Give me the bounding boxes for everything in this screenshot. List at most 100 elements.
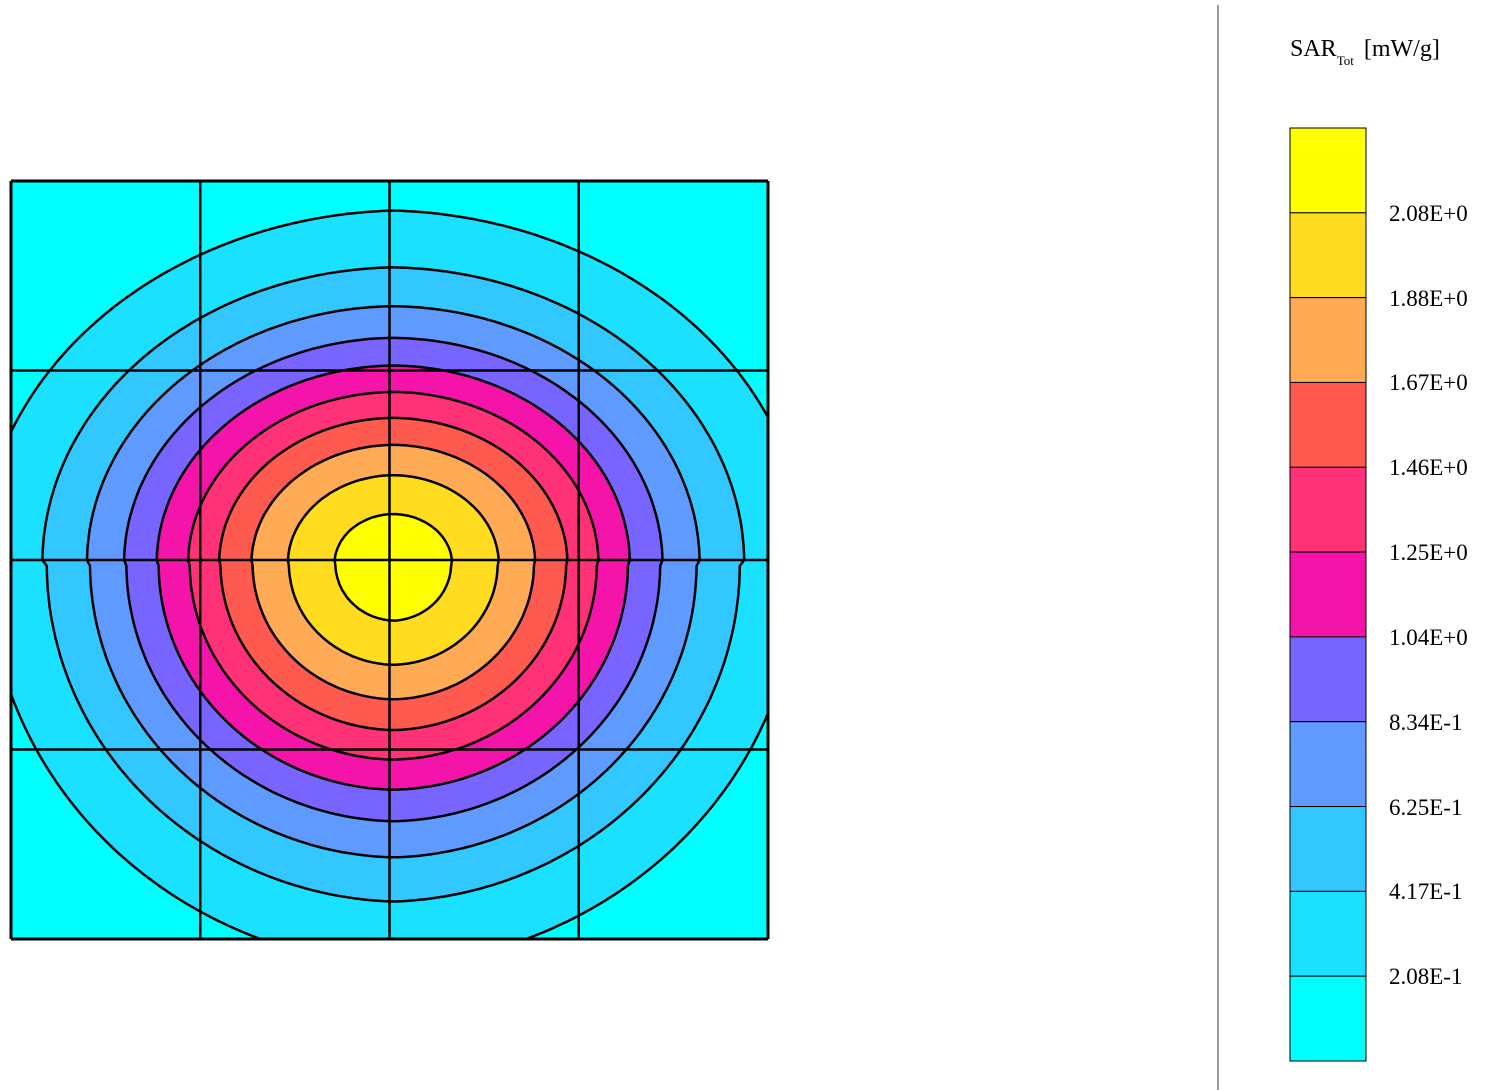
contour-cell <box>68 348 72 452</box>
contour-cell <box>155 401 159 458</box>
contour-cell <box>275 758 279 795</box>
contour-cell <box>512 394 516 426</box>
contour-cell <box>410 268 414 308</box>
contour-cell <box>164 697 168 756</box>
contour-cell <box>530 663 534 707</box>
contour-cell <box>140 287 144 360</box>
contour-cell <box>248 295 252 338</box>
contour-cell <box>278 326 282 361</box>
contour-cell <box>92 828 96 940</box>
contour-cell <box>626 686 630 749</box>
contour-cell <box>692 325 696 413</box>
contour-cell <box>416 212 420 269</box>
contour-cell <box>353 181 357 214</box>
contour-cell <box>191 370 195 415</box>
legend-title: SARTot [mW/g] <box>1290 36 1440 69</box>
contour-cell <box>293 321 297 355</box>
contour-cell <box>509 794 513 834</box>
contour-cell <box>320 636 324 681</box>
contour-cell <box>602 473 606 664</box>
contour-cell <box>446 426 450 455</box>
contour-cell <box>530 871 534 938</box>
contour-cell <box>551 685 555 729</box>
contour-cell <box>335 181 339 216</box>
contour-cell <box>371 181 375 213</box>
contour-cell <box>431 786 435 819</box>
contour-cell <box>14 423 18 707</box>
contour-cell <box>302 705 306 740</box>
contour-cell <box>434 423 438 452</box>
contour-cell <box>656 296 660 371</box>
contour-cell <box>410 517 414 618</box>
contour-cell <box>599 375 603 421</box>
contour-cell <box>329 684 333 719</box>
contour-cell <box>554 810 558 860</box>
contour-cell <box>407 821 411 858</box>
contour-cell <box>506 227 510 286</box>
contour-cell <box>326 683 330 718</box>
contour-cell <box>614 496 618 637</box>
contour-cell <box>212 752 216 799</box>
contour-cell <box>236 240 240 301</box>
contour-cell <box>281 647 285 691</box>
contour-cell <box>407 516 411 619</box>
contour-cell <box>365 447 369 479</box>
contour-cell <box>590 257 594 322</box>
contour-cell <box>617 181 621 272</box>
contour-cell <box>383 476 387 516</box>
contour-cell <box>335 648 339 688</box>
contour-cell <box>233 382 237 419</box>
contour-cell <box>404 857 408 902</box>
contour-cell <box>572 849 576 919</box>
contour-cell <box>248 820 252 869</box>
contour-cell <box>152 280 156 350</box>
contour-cell <box>407 663 411 699</box>
contour-cell <box>560 466 564 527</box>
contour-cell <box>554 181 558 243</box>
contour-cell <box>452 427 456 457</box>
contour-cell <box>515 364 519 396</box>
contour-cell <box>419 613 423 662</box>
contour-cell <box>62 181 66 355</box>
contour-cell <box>491 885 495 940</box>
contour-cell <box>503 389 507 421</box>
contour-cell <box>179 827 183 901</box>
contour-cell <box>371 446 375 478</box>
contour-cell <box>413 662 417 698</box>
contour-cell <box>494 282 498 323</box>
contour-cell <box>224 305 228 350</box>
contour-cell <box>632 675 636 742</box>
contour-cell <box>53 181 57 366</box>
contour-cell <box>221 804 225 855</box>
contour-cell <box>539 296 543 340</box>
contour-cell <box>314 744 318 777</box>
contour-cell <box>449 751 453 783</box>
contour-cell <box>518 464 522 511</box>
contour-cell <box>464 403 468 432</box>
contour-cell <box>455 181 459 217</box>
contour-cell <box>554 242 558 304</box>
contour-cell <box>224 720 228 763</box>
contour-cell <box>581 253 585 317</box>
contour-cell <box>365 520 369 615</box>
contour-cell <box>386 306 390 339</box>
contour-cell <box>317 315 321 348</box>
contour-cell <box>257 435 261 473</box>
contour-cell <box>389 790 393 822</box>
contour-cell <box>392 445 396 476</box>
contour-cell <box>362 727 366 758</box>
contour-cell <box>515 755 519 792</box>
contour-cell <box>434 369 438 397</box>
contour-cell <box>62 792 66 940</box>
contour-cell <box>209 486 213 650</box>
contour-cell <box>407 393 411 420</box>
contour-cell <box>368 758 372 789</box>
contour-cell <box>539 486 543 651</box>
contour-cell <box>449 648 453 688</box>
contour-cell <box>539 409 543 446</box>
contour-cell <box>518 397 522 430</box>
contour-cell <box>314 465 318 505</box>
contour-cell <box>632 181 636 281</box>
contour-cell <box>560 526 564 602</box>
contour-cell <box>332 400 336 428</box>
